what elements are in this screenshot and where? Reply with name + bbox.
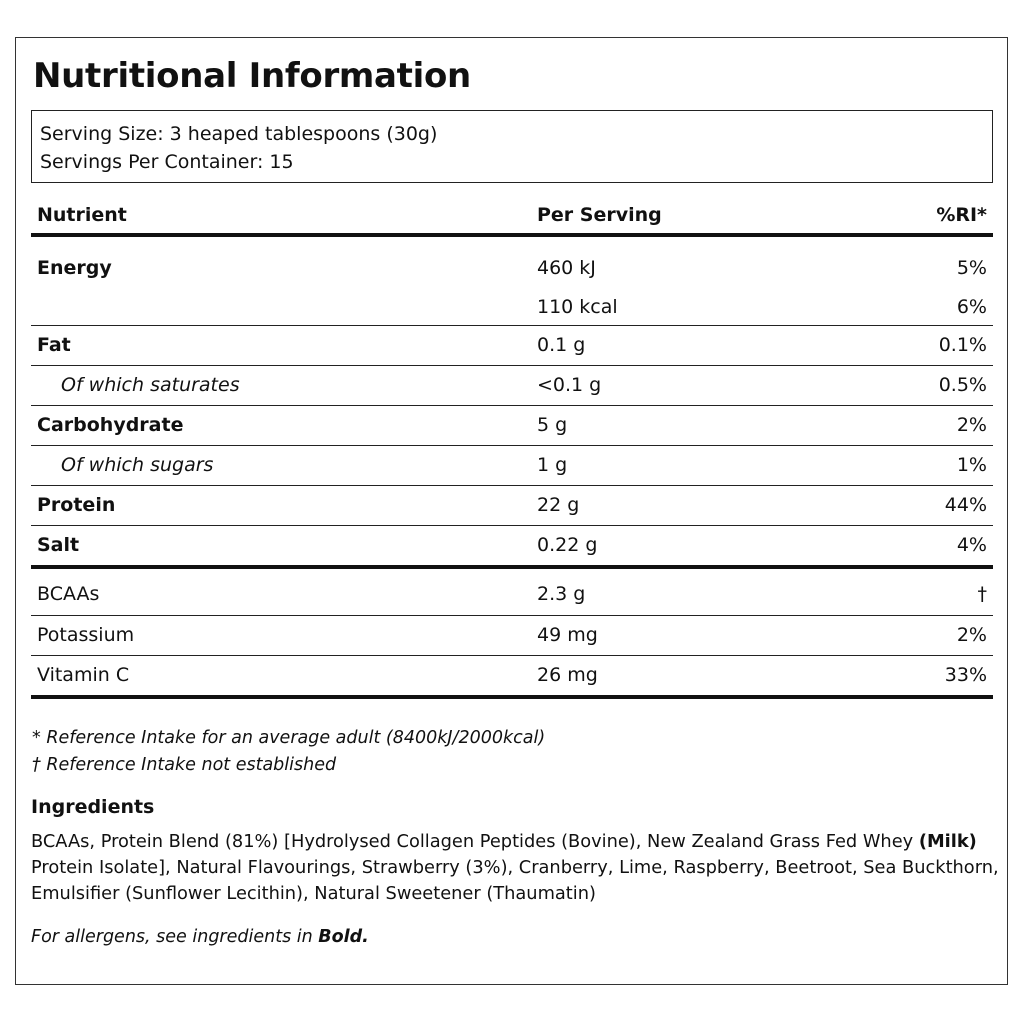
servings-per-container: Servings Per Container: 15: [40, 151, 294, 173]
page-title: Nutritional Information: [33, 56, 471, 96]
allergen-note: For allergens, see ingredients in Bold.: [31, 927, 369, 947]
ri-value: 0.5%: [938, 374, 987, 396]
dagger-footnote: † Reference Intake not established: [32, 755, 337, 775]
energy-kj-ri: 5%: [956, 257, 987, 279]
ingredients-line-1-text: BCAAs, Protein Blend (81%) [Hydrolysed C…: [31, 831, 919, 852]
energy-kcal-value: 110 kcal: [537, 296, 618, 318]
ingredients-line-1: BCAAs, Protein Blend (81%) [Hydrolysed C…: [31, 829, 993, 855]
nutrient-name: Potassium: [37, 624, 135, 646]
header-nutrient: Nutrient: [37, 204, 127, 226]
per-serving-value: 26 mg: [537, 664, 598, 686]
ri-value: 1%: [956, 454, 987, 476]
nutrient-name: Vitamin C: [37, 664, 130, 686]
per-serving-value: <0.1 g: [537, 374, 602, 396]
table-row-energy: Energy 460 kJ 5% 110 kcal 6%: [31, 237, 993, 326]
per-serving-value: 1 g: [537, 454, 568, 476]
ri-value: 33%: [944, 664, 987, 686]
energy-kcal-ri: 6%: [956, 296, 987, 318]
table-row-bcaas: BCAAs 2.3 g †: [31, 569, 993, 616]
table-row-vitamin-c: Vitamin C 26 mg 33%: [31, 656, 993, 699]
ri-value: 4%: [956, 534, 987, 556]
nutrient-name: Fat: [37, 334, 71, 356]
ri-value: 2%: [956, 414, 987, 436]
table-row-carbohydrate: Carbohydrate 5 g 2%: [31, 406, 993, 446]
per-serving-value: 49 mg: [537, 624, 598, 646]
nutrition-table: Nutrient Per Serving %RI* Energy 460 kJ …: [31, 196, 993, 699]
ingredients-line-2: Protein Isolate], Natural Flavourings, S…: [31, 857, 999, 878]
nutrient-name: Of which sugars: [61, 454, 214, 476]
ri-value: 0.1%: [938, 334, 987, 356]
ri-value: 2%: [956, 624, 987, 646]
per-serving-value: 22 g: [537, 494, 580, 516]
nutrient-name: Energy: [37, 257, 112, 279]
ri-value: 44%: [944, 494, 987, 516]
ri-footnote: * Reference Intake for an average adult …: [32, 728, 546, 748]
per-serving-value: 5 g: [537, 414, 568, 436]
energy-kj-value: 460 kJ: [537, 257, 596, 279]
nutrient-name: BCAAs: [37, 583, 100, 605]
table-row-fat: Fat 0.1 g 0.1%: [31, 326, 993, 366]
allergen-note-text: For allergens, see ingredients in: [31, 927, 319, 947]
nutrient-name: Of which saturates: [61, 374, 240, 396]
ingredients-line-3: Emulsifier (Sunflower Lecithin), Natural…: [31, 883, 596, 904]
ingredients-heading: Ingredients: [31, 796, 155, 818]
serving-info-box: Serving Size: 3 heaped tablespoons (30g)…: [31, 110, 993, 183]
table-header-row: Nutrient Per Serving %RI*: [31, 196, 993, 237]
footnotes: * Reference Intake for an average adult …: [32, 725, 545, 779]
nutrient-name: Carbohydrate: [37, 414, 184, 436]
allergen-note-bold: Bold.: [318, 927, 369, 947]
ingredients-list: BCAAs, Protein Blend (81%) [Hydrolysed C…: [31, 829, 999, 907]
table-row-salt: Salt 0.22 g 4%: [31, 526, 993, 569]
per-serving-value: 2.3 g: [537, 583, 586, 605]
header-ri: %RI*: [936, 204, 987, 226]
header-per-serving: Per Serving: [537, 204, 662, 226]
ri-value: †: [977, 583, 988, 605]
serving-size: Serving Size: 3 heaped tablespoons (30g): [40, 123, 438, 145]
per-serving-value: 0.1 g: [537, 334, 586, 356]
table-row-saturates: Of which saturates <0.1 g 0.5%: [31, 366, 993, 406]
table-row-protein: Protein 22 g 44%: [31, 486, 993, 526]
nutrition-label-card: [15, 37, 1008, 985]
allergen-milk: (Milk): [918, 831, 977, 852]
nutrient-name: Protein: [37, 494, 116, 516]
table-row-potassium: Potassium 49 mg 2%: [31, 616, 993, 656]
table-row-sugars: Of which sugars 1 g 1%: [31, 446, 993, 486]
nutrient-name: Salt: [37, 534, 80, 556]
per-serving-value: 0.22 g: [537, 534, 598, 556]
